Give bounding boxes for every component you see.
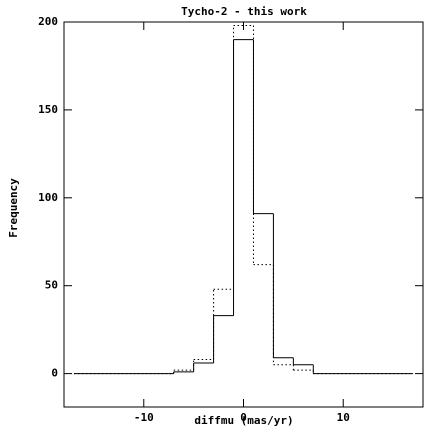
y-tick-label: 150: [38, 103, 58, 116]
x-tick-label: 0: [240, 411, 247, 424]
y-tick-label: 50: [45, 279, 58, 292]
x-tick-label: -10: [134, 411, 154, 424]
plot-frame: [63, 21, 424, 408]
y-tick-label: 100: [38, 191, 58, 204]
y-tick-label: 200: [38, 15, 58, 28]
y-tick-label: 0: [51, 367, 58, 380]
x-tick-label: 10: [337, 411, 350, 424]
chart-title: Tycho-2 - this work: [181, 5, 307, 18]
x-axis-label: diffmu (mas/yr): [194, 414, 293, 427]
y-axis-label: Frequency: [7, 178, 20, 238]
